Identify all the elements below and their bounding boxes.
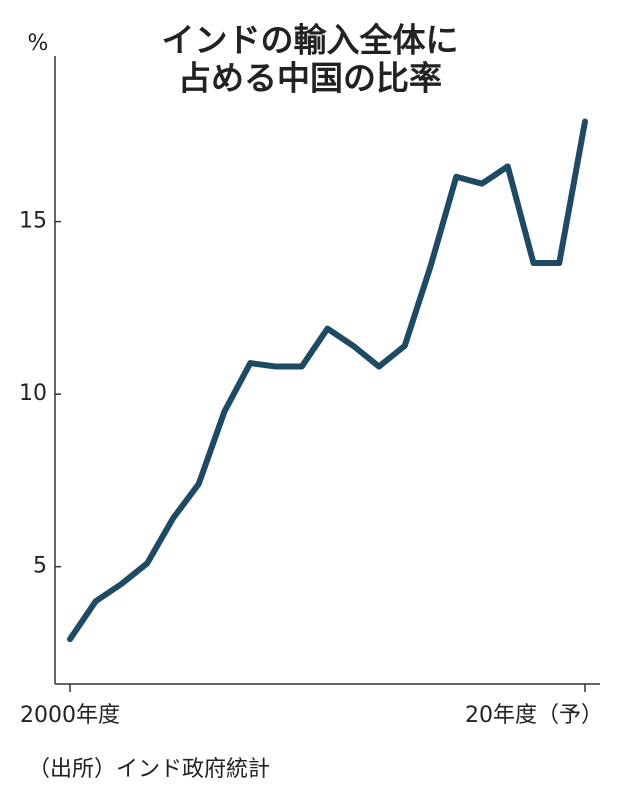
source-note: （出所）インド政府統計 bbox=[28, 757, 270, 782]
x-tick-label: 20年度（予） bbox=[465, 703, 603, 728]
y-tick-label: 5 bbox=[33, 554, 47, 579]
y-tick-label: 10 bbox=[19, 381, 47, 406]
data-line bbox=[67, 118, 588, 643]
chart-title: 占める中国の比率 bbox=[178, 59, 442, 98]
y-tick-label: 15 bbox=[19, 209, 47, 234]
chart-title: インドの輸入全体に bbox=[162, 21, 459, 60]
y-unit: % bbox=[28, 31, 49, 56]
x-tick-label: 2000年度 bbox=[20, 703, 120, 728]
